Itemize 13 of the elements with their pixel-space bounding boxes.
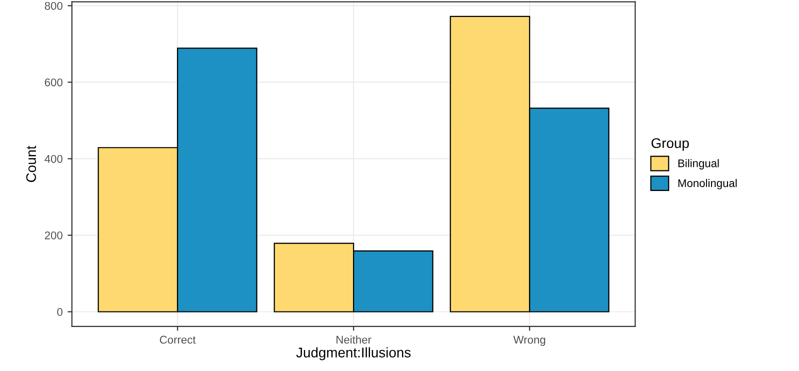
y-tick-label: 400	[44, 154, 62, 163]
x-tick-label: Neither	[336, 336, 372, 344]
y-tick-label: 600	[44, 78, 62, 86]
y-tick-label: 800	[44, 2, 62, 10]
x-axis-title: Judgment:Illusions	[296, 347, 411, 360]
y-axis-title: Count	[26, 146, 36, 182]
legend-label: Bilingual	[678, 159, 719, 170]
x-tick-label: Wrong	[513, 336, 546, 346]
y-tick-label: 200	[44, 232, 62, 240]
legend-title: Group	[652, 138, 689, 151]
y-tick-label: 0	[57, 308, 62, 316]
legend-label: Monolingual	[678, 178, 737, 190]
x-tick-label: Correct	[160, 336, 196, 344]
